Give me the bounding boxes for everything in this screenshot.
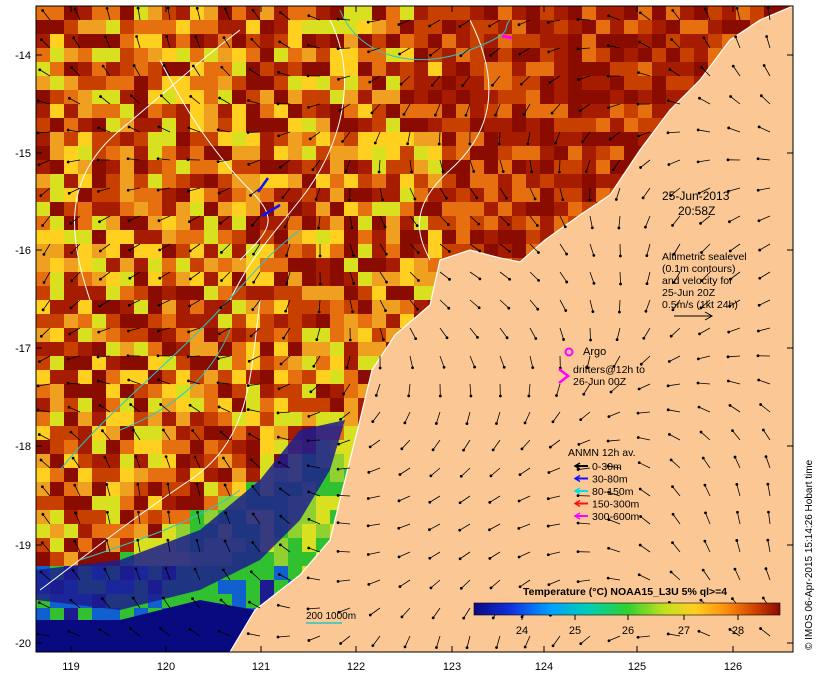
colorbar xyxy=(474,603,780,615)
lon-tick-label: 122 xyxy=(347,661,365,673)
lat-tick-label: -16 xyxy=(15,245,31,257)
lon-tick-label: 119 xyxy=(62,661,80,673)
altimetry-line: Altimetric sealevel xyxy=(662,251,747,263)
lat-tick-label: -15 xyxy=(15,148,31,160)
lon-tick-label: 123 xyxy=(443,661,461,673)
altimetry-line: (0.1m contours) xyxy=(662,263,736,275)
lat-tick-label: -17 xyxy=(15,343,31,355)
altimetry-line: 0.5m/s (1kt 24h) xyxy=(662,299,738,311)
anmn-item-label: 0-30m xyxy=(592,461,622,473)
timestamp-date: 25-Jun-2013 xyxy=(662,189,730,203)
credit-text: © IMOS 06-Apr-2015 15:14:26 Hobart time xyxy=(804,459,815,650)
drifter-track xyxy=(502,36,512,38)
lat-tick-label: -18 xyxy=(15,441,31,453)
anmn-item-label: 150-300m xyxy=(592,499,640,511)
anmn-title: ANMN 12h av. xyxy=(568,447,636,459)
lat-tick-label: -20 xyxy=(15,638,31,650)
colorbar-tick-label: 24 xyxy=(516,625,528,637)
colorbar-tick-label: 26 xyxy=(622,625,634,637)
altimetry-line: 25-Jun 20Z xyxy=(662,287,716,299)
lon-tick-label: 121 xyxy=(252,661,270,673)
lat-tick-label: -14 xyxy=(15,50,31,62)
anmn-item-label: 300-600m xyxy=(592,511,640,523)
colorbar-title: Temperature (°C) NOAA15_L3U 5% ql>=4 xyxy=(523,586,727,598)
altimetry-line: and velocity for xyxy=(662,275,733,287)
isobath-label: 200 1000m xyxy=(306,611,356,622)
lat-tick-label: -19 xyxy=(15,540,31,552)
lon-tick-label: 124 xyxy=(535,661,553,673)
drifters-line: drifters@12h to xyxy=(573,364,645,376)
argo-label: Argo xyxy=(583,346,606,358)
colorbar-tick-label: 27 xyxy=(678,625,690,637)
lon-tick-label: 125 xyxy=(628,661,646,673)
anmn-item-label: 30-80m xyxy=(592,474,628,486)
timestamp-time: 20:58Z xyxy=(678,204,715,218)
plot-area xyxy=(36,6,806,664)
lon-tick-label: 120 xyxy=(157,661,175,673)
colorbar-tick-label: 25 xyxy=(569,625,581,637)
lon-tick-label: 126 xyxy=(724,661,742,673)
colorbar-tick-label: 28 xyxy=(732,625,744,637)
drifters-line: 26-Jun 00Z xyxy=(573,376,627,388)
anmn-item-label: 80-150m xyxy=(592,486,634,498)
